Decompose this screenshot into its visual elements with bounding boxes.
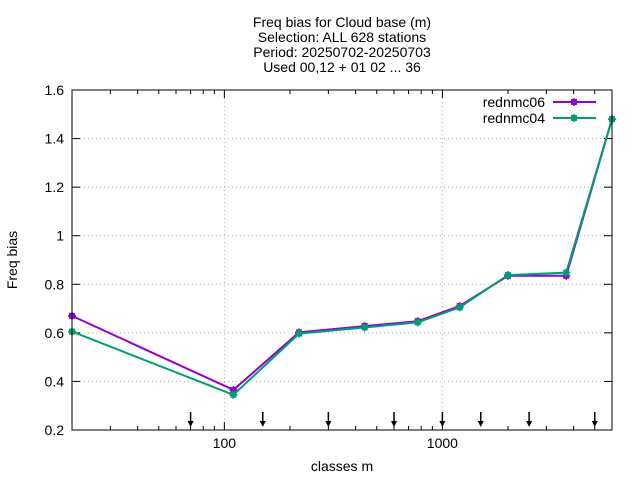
chart-title: Freq bias for Cloud base (m) Selection: … <box>253 14 431 75</box>
legend-marker-rednmc06 <box>570 98 578 106</box>
x-tick-labels: 100 1000 <box>213 435 458 451</box>
y-tick-label: 0.8 <box>45 276 65 292</box>
title-line-4: Used 00,12 + 01 02 ... 36 <box>263 59 421 75</box>
arrow-marker-head <box>477 421 484 427</box>
y-axis-label: Freq bias <box>4 231 20 289</box>
title-line-3: Period: 20250702-20250703 <box>253 44 431 60</box>
series-point-rednmc04 <box>562 268 571 277</box>
series-point-rednmc04 <box>455 303 464 312</box>
x-axis-label: classes m <box>311 458 373 474</box>
legend-label-rednmc06: rednmc06 <box>483 94 545 110</box>
y-tick-label: 0.6 <box>45 325 65 341</box>
arrow-marker-head <box>439 421 446 427</box>
arrow-markers <box>187 412 598 427</box>
y-tick-label: 1.4 <box>45 131 65 147</box>
series <box>68 115 616 399</box>
plot-frame <box>71 89 613 431</box>
arrow-marker-head <box>391 421 398 427</box>
title-line-1: Freq bias for Cloud base (m) <box>253 14 431 30</box>
series-point-rednmc04 <box>229 390 238 399</box>
arrow-marker-head <box>591 421 598 427</box>
y-tick-label: 0.2 <box>45 422 65 438</box>
arrow-marker-head <box>187 421 194 427</box>
series-point-rednmc04 <box>413 318 422 327</box>
arrow-marker-head <box>259 421 266 427</box>
x-tick-label: 100 <box>213 435 237 451</box>
series-point-rednmc04 <box>295 329 304 338</box>
title-line-2: Selection: ALL 628 stations <box>258 29 426 45</box>
series-point-rednmc04 <box>360 323 369 332</box>
axis-ticks <box>71 89 613 431</box>
y-tick-label: 1.2 <box>45 179 65 195</box>
y-tick-labels: 0.2 0.4 0.6 0.8 1 1.2 1.4 1.6 <box>45 82 65 438</box>
series-point-rednmc04 <box>503 271 512 280</box>
series-line-rednmc06 <box>71 118 613 392</box>
legend-marker-rednmc04 <box>570 114 578 122</box>
grid <box>72 90 612 430</box>
arrow-marker-head <box>526 421 533 427</box>
legend-label-rednmc04: rednmc04 <box>483 110 545 126</box>
x-tick-label: 1000 <box>427 435 458 451</box>
y-tick-label: 1 <box>56 228 64 244</box>
y-tick-label: 1.6 <box>45 82 65 98</box>
arrow-marker-head <box>325 421 332 427</box>
y-tick-label: 0.4 <box>45 373 65 389</box>
